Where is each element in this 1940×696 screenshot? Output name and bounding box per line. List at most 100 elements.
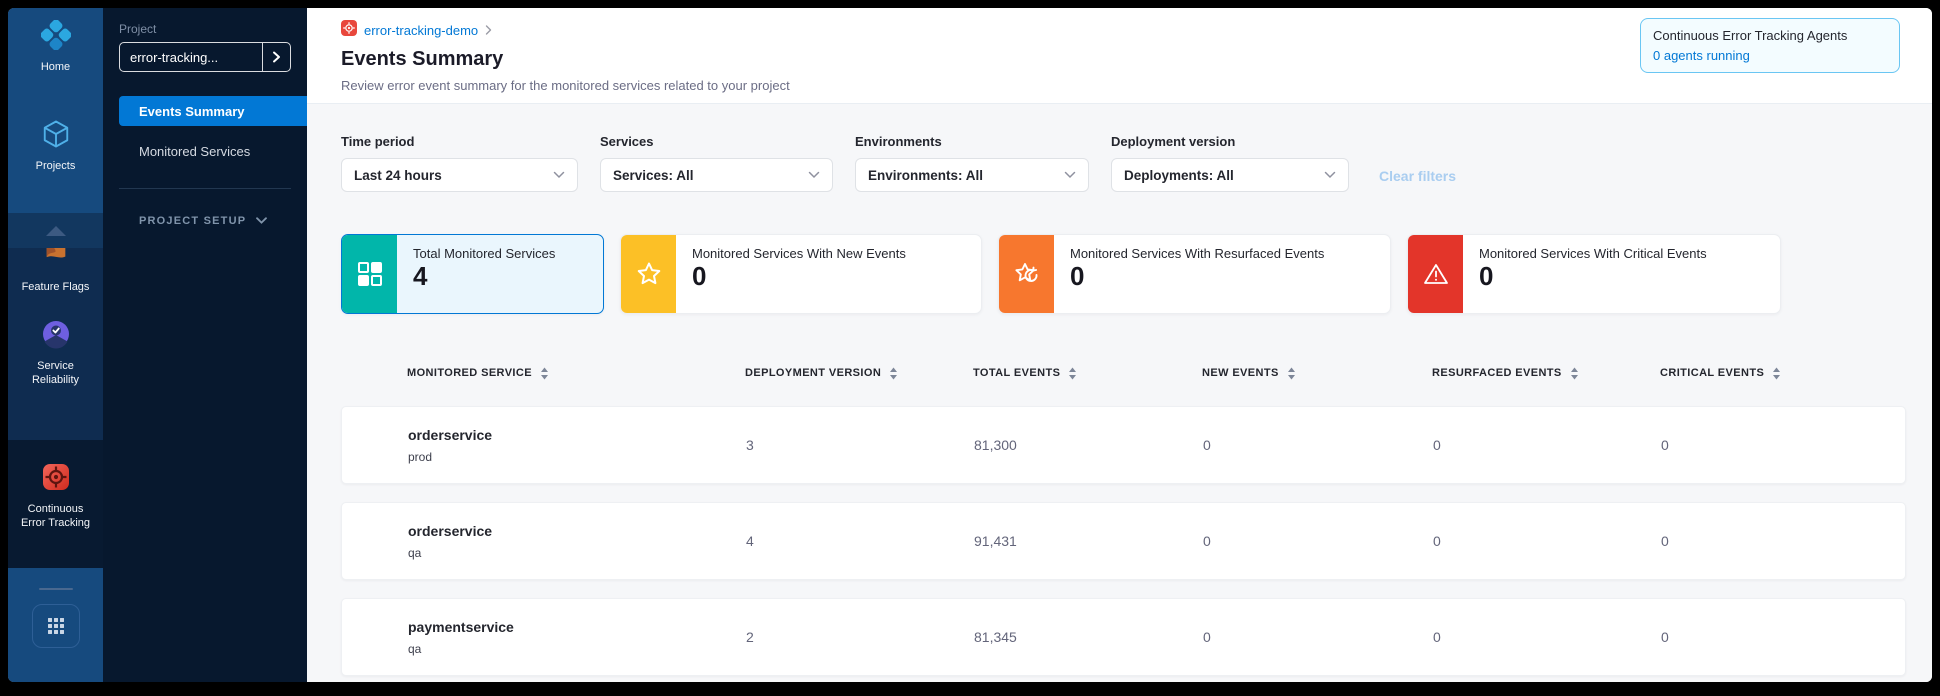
breadcrumb-project-link[interactable]: error-tracking-demo — [364, 23, 479, 38]
card-accent — [621, 235, 676, 313]
chevron-right-icon — [485, 22, 492, 40]
services-select[interactable]: Services: All — [600, 158, 833, 192]
new-events-cell: 0 — [1203, 629, 1211, 645]
sidebar-item-projects[interactable]: Projects — [8, 119, 103, 174]
table-row[interactable]: orderservice qa 4 91,431 0 0 0 — [341, 502, 1906, 580]
agents-running-link[interactable]: 0 agents running — [1653, 48, 1750, 63]
card-resurfaced-events[interactable]: Monitored Services With Resurfaced Event… — [998, 234, 1391, 314]
deployment-version-cell: 4 — [746, 533, 754, 549]
deployment-version-cell: 2 — [746, 629, 754, 645]
deployments-value: Deployments: All — [1124, 167, 1234, 183]
new-events-cell: 0 — [1203, 437, 1211, 453]
chevron-right-icon[interactable] — [262, 43, 290, 71]
events-table: MONITORED SERVICE DEPLOYMENT VERSION TOT… — [341, 358, 1906, 676]
filter-services: Services Services: All — [600, 134, 833, 192]
filter-label: Environments — [855, 134, 942, 149]
critical-events-cell: 0 — [1661, 629, 1669, 645]
agents-box-title: Continuous Error Tracking Agents — [1653, 28, 1848, 43]
environments-select[interactable]: Environments: All — [855, 158, 1089, 192]
filter-label: Deployment version — [1111, 134, 1236, 149]
continuous-error-tracking-icon — [41, 462, 71, 497]
filter-deployment-version: Deployment version Deployments: All — [1111, 134, 1349, 192]
table-row[interactable]: paymentservice qa 2 81,345 0 0 0 — [341, 598, 1906, 676]
sidebar-item-service-reliability[interactable]: Service Reliability — [8, 319, 103, 388]
sort-icon[interactable] — [540, 367, 549, 380]
sidebar-item-label: Projects — [35, 159, 76, 172]
card-value: 0 — [1070, 261, 1085, 291]
chevron-down-icon — [1324, 171, 1336, 179]
warning-triangle-icon — [1423, 264, 1448, 284]
filter-time-period: Time period Last 24 hours — [341, 134, 578, 192]
critical-events-cell: 0 — [1661, 533, 1669, 549]
table-row[interactable]: orderservice prod 3 81,300 0 0 0 — [341, 406, 1906, 484]
nav-item-monitored-services[interactable]: Monitored Services — [139, 143, 251, 159]
feature-flags-icon — [42, 248, 70, 275]
resurfaced-events-cell: 0 — [1433, 533, 1441, 549]
dashboard-grid-icon — [357, 262, 382, 286]
grid-dots-icon — [47, 618, 64, 634]
column-header-resurfaced-events: RESURFACED EVENTS — [1432, 367, 1660, 380]
sidebar-divider — [38, 588, 73, 590]
filter-label: Time period — [341, 134, 415, 149]
app-window: Home Projects Feature Flags — [8, 8, 1932, 682]
module-scroll-up[interactable] — [8, 213, 103, 248]
card-label: Total Monitored Services — [413, 246, 556, 261]
sidebar-item-label: Service Reliability — [31, 359, 80, 386]
card-label: Monitored Services With Resurfaced Event… — [1070, 246, 1325, 261]
clear-filters-button[interactable]: Clear filters — [1379, 168, 1457, 184]
time-period-value: Last 24 hours — [354, 167, 442, 183]
table-header: MONITORED SERVICE DEPLOYMENT VERSION TOT… — [341, 358, 1906, 388]
project-selector-value: error-tracking... — [130, 49, 219, 65]
deployments-select[interactable]: Deployments: All — [1111, 158, 1349, 192]
column-header-total-events: TOTAL EVENTS — [973, 367, 1202, 380]
nav-item-events-summary[interactable]: Events Summary — [119, 96, 307, 126]
total-events-cell: 91,431 — [974, 533, 1017, 549]
triangle-up-icon — [45, 225, 66, 236]
project-nav-panel: Project error-tracking... Events Summary… — [103, 8, 307, 682]
card-new-events[interactable]: Monitored Services With New Events 0 — [620, 234, 982, 314]
service-environment: qa — [408, 545, 422, 560]
card-total-monitored-services[interactable]: Total Monitored Services 4 — [341, 234, 604, 314]
module-section-bottom — [8, 568, 103, 682]
module-section-selected: Continuous Error Tracking — [8, 440, 103, 568]
column-header-new-events: NEW EVENTS — [1202, 367, 1432, 380]
sort-icon[interactable] — [1287, 367, 1296, 380]
project-setup-toggle[interactable]: PROJECT SETUP — [139, 215, 307, 227]
sidebar-item-feature-flags[interactable]: Feature Flags — [8, 248, 103, 295]
page-content: Time period Last 24 hours Services Servi… — [307, 104, 1932, 682]
column-header-deployment-version: DEPLOYMENT VERSION — [745, 367, 973, 380]
service-name: paymentservice — [408, 618, 514, 635]
sidebar-item-label: Feature Flags — [21, 281, 90, 293]
sort-icon[interactable] — [1068, 367, 1077, 380]
sidebar-item-home[interactable]: Home — [8, 19, 103, 75]
breadcrumb: error-tracking-demo — [341, 20, 1932, 41]
module-section-mid: Feature Flags Service Reliability — [8, 248, 103, 440]
summary-cards: Total Monitored Services 4 Monitored Ser… — [341, 234, 1932, 314]
sort-icon[interactable] — [1772, 367, 1781, 380]
service-environment: prod — [408, 449, 433, 464]
resurfaced-events-cell: 0 — [1433, 629, 1441, 645]
star-outline-icon — [637, 262, 660, 285]
sort-icon[interactable] — [1570, 367, 1579, 380]
module-section-top: Home Projects — [8, 8, 103, 213]
star-refresh-icon — [1014, 263, 1037, 282]
chevron-down-icon — [808, 171, 820, 179]
filter-bar: Time period Last 24 hours Services Servi… — [341, 134, 1932, 192]
resurfaced-events-cell: 0 — [1433, 437, 1441, 453]
project-label: Project — [119, 22, 157, 36]
projects-cube-icon — [41, 119, 71, 154]
card-critical-events[interactable]: Monitored Services With Critical Events … — [1407, 234, 1781, 314]
page-subtitle: Review error event summary for the monit… — [341, 78, 790, 93]
time-period-select[interactable]: Last 24 hours — [341, 158, 578, 192]
deployment-version-cell: 3 — [746, 437, 754, 453]
module-grid-button[interactable] — [31, 604, 80, 648]
column-header-critical-events: CRITICAL EVENTS — [1660, 367, 1906, 380]
card-value: 0 — [1479, 261, 1494, 291]
sort-icon[interactable] — [889, 367, 898, 380]
chevron-down-icon — [256, 215, 268, 227]
chevron-down-icon — [1064, 171, 1076, 179]
home-icon — [39, 19, 72, 55]
agents-status-box: Continuous Error Tracking Agents 0 agent… — [1640, 18, 1900, 73]
project-selector[interactable]: error-tracking... — [119, 42, 291, 72]
sidebar-item-continuous-error-tracking[interactable]: Continuous Error Tracking — [8, 440, 103, 531]
